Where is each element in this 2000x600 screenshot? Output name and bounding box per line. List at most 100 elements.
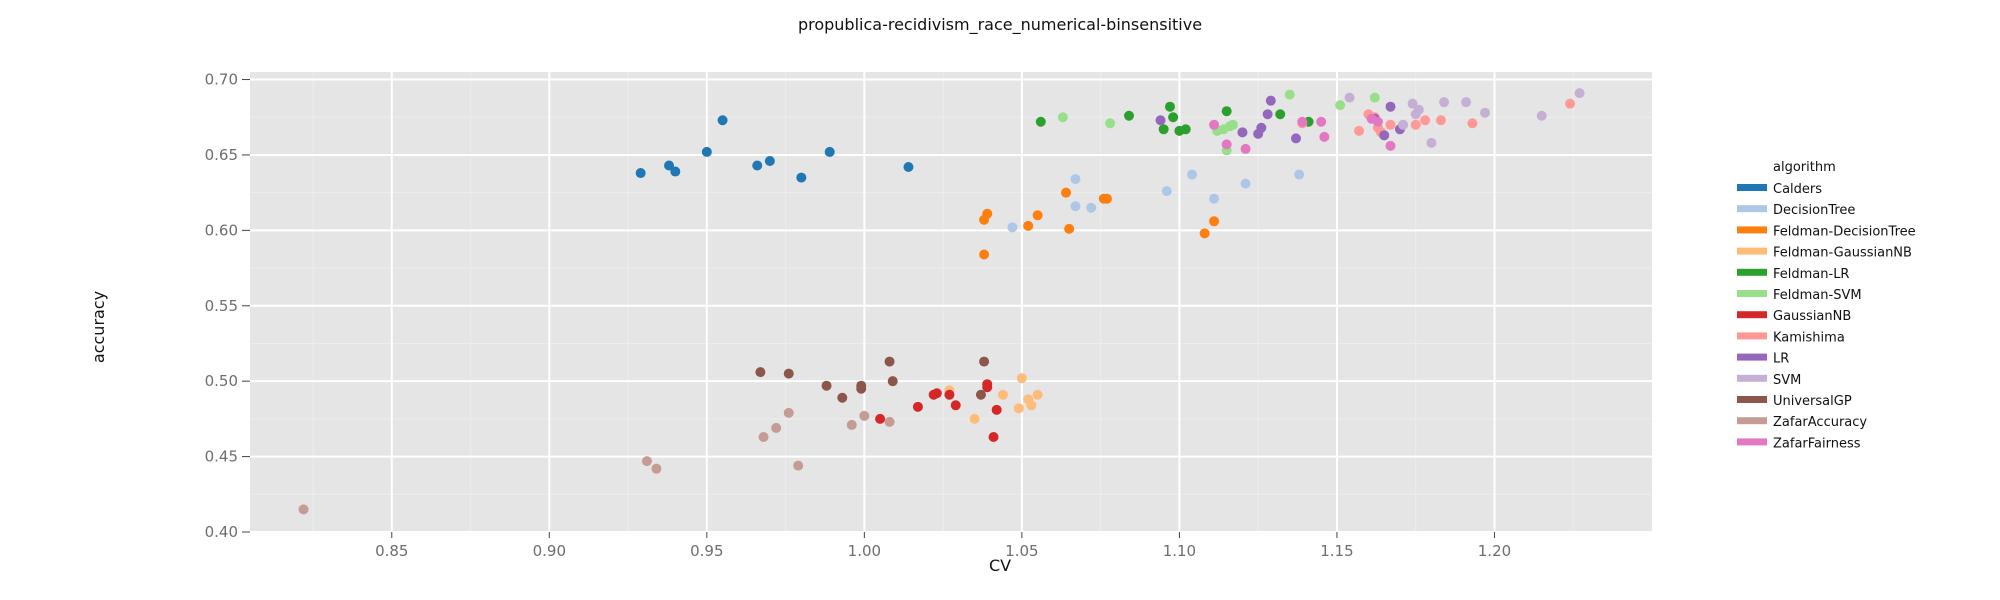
x-axis-label: CV	[989, 556, 1011, 575]
point-calders	[664, 160, 675, 171]
point-calders	[752, 160, 763, 171]
point-lr	[1265, 95, 1276, 106]
point-feldman-svm	[1369, 92, 1380, 103]
point-feldman-svm	[1227, 119, 1238, 130]
point-svm	[1536, 110, 1547, 121]
point-decisiontree	[1007, 222, 1018, 233]
legend-label-feldman-decisiontree: Feldman-DecisionTree	[1773, 224, 1916, 239]
point-universalgp	[821, 380, 832, 391]
point-kamishima	[1410, 119, 1421, 130]
point-zafaraccuracy	[846, 419, 857, 430]
legend-swatch-svm	[1737, 374, 1767, 382]
point-universalgp	[887, 376, 898, 387]
legend-label-zafaraccuracy: ZafarAccuracy	[1773, 415, 1867, 430]
point-decisiontree	[1187, 169, 1198, 180]
point-kamishima	[1385, 119, 1396, 130]
point-gaussiannb	[950, 400, 961, 411]
point-gaussiannb	[991, 404, 1002, 415]
point-universalgp	[975, 389, 986, 400]
point-kamishima	[1353, 125, 1364, 136]
x-tick-label: 1.10	[1163, 542, 1196, 560]
legend-label-zafarfairness: ZafarFairness	[1773, 436, 1861, 451]
point-calders	[701, 146, 712, 157]
point-feldman-decisiontree	[1023, 220, 1034, 231]
x-tick-label: 0.90	[533, 542, 566, 560]
point-lr	[1262, 109, 1273, 120]
point-feldman-lr	[1168, 112, 1179, 123]
point-decisiontree	[1294, 169, 1305, 180]
legend-label-gaussiannb: GaussianNB	[1773, 309, 1851, 324]
point-lr	[1155, 115, 1166, 126]
point-zafarfairness	[1319, 131, 1330, 142]
legend-swatch-gaussiannb	[1737, 311, 1767, 319]
legend-label-lr: LR	[1773, 352, 1789, 367]
point-calders	[903, 162, 914, 173]
y-tick-label: 0.70	[205, 71, 238, 89]
data-points	[298, 88, 1585, 515]
point-feldman-gaussiannb	[997, 389, 1008, 400]
point-zafarfairness	[1372, 116, 1383, 127]
y-tick-label: 0.50	[205, 372, 238, 390]
legend-swatch-universalgp	[1737, 396, 1767, 403]
x-tick-label: 1.15	[1320, 542, 1353, 560]
point-decisiontree	[1070, 201, 1081, 212]
point-gaussiannb	[931, 388, 942, 399]
point-feldman-svm	[1335, 100, 1346, 111]
point-decisiontree	[1161, 186, 1172, 197]
point-gaussiannb	[875, 413, 886, 424]
legend-swatch-feldman-svm	[1737, 290, 1767, 297]
point-universalgp	[856, 380, 867, 391]
point-svm	[1344, 92, 1355, 103]
point-kamishima	[1420, 115, 1431, 126]
point-zafaraccuracy	[783, 407, 794, 418]
y-tick-label: 0.60	[205, 221, 238, 239]
legend-swatch-feldman-gaussiannb	[1737, 247, 1767, 255]
point-feldman-decisiontree	[982, 208, 993, 219]
point-lr	[1379, 130, 1390, 141]
point-feldman-gaussiannb	[1013, 403, 1024, 414]
legend-swatch-feldman-lr	[1737, 268, 1767, 276]
point-feldman-svm	[1057, 112, 1068, 123]
point-lr	[1256, 122, 1267, 133]
point-calders	[796, 172, 807, 183]
point-kamishima	[1467, 118, 1478, 129]
point-lr	[1237, 127, 1248, 138]
point-universalgp	[884, 356, 895, 367]
point-lr	[1385, 101, 1396, 112]
point-universalgp	[783, 368, 794, 379]
point-feldman-lr	[1124, 110, 1135, 121]
point-feldman-lr	[1164, 101, 1175, 112]
point-feldman-decisiontree	[1199, 228, 1210, 239]
x-tick-label: 0.95	[690, 542, 723, 560]
y-tick-label: 0.40	[205, 523, 238, 541]
point-feldman-lr	[1035, 116, 1046, 127]
point-zafarfairness	[1221, 139, 1232, 150]
point-svm	[1439, 97, 1450, 108]
point-svm	[1461, 97, 1472, 108]
point-zafarfairness	[1209, 119, 1220, 130]
point-feldman-decisiontree	[1101, 193, 1112, 204]
point-feldman-decisiontree	[1060, 187, 1071, 198]
legend-swatch-lr	[1737, 353, 1767, 361]
point-feldman-gaussiannb	[1016, 373, 1027, 384]
point-svm	[1574, 88, 1585, 99]
legend-swatch-zafarfairness	[1737, 438, 1767, 446]
point-svm	[1413, 104, 1424, 115]
plot-area	[250, 72, 1652, 532]
point-calders	[635, 168, 646, 179]
point-zafaraccuracy	[771, 422, 782, 433]
point-zafaraccuracy	[758, 431, 769, 442]
point-universalgp	[837, 392, 848, 403]
point-kamishima	[1435, 115, 1446, 126]
point-gaussiannb	[982, 379, 993, 390]
point-zafaraccuracy	[641, 456, 652, 467]
point-lr	[1290, 133, 1301, 144]
x-tick-label: 1.00	[848, 542, 881, 560]
point-feldman-decisiontree	[1064, 223, 1075, 234]
point-feldman-lr	[1221, 106, 1232, 117]
legend-label-universalgp: UniversalGP	[1773, 394, 1852, 409]
legend-label-svm: SVM	[1773, 373, 1801, 388]
point-feldman-decisiontree	[979, 249, 990, 260]
point-zafarfairness	[1385, 140, 1396, 151]
axis-ticks: 0.85 0.90 0.95 1.00 1.05 1.10 1.15 1.20 0.40 0.45…	[205, 71, 1512, 560]
